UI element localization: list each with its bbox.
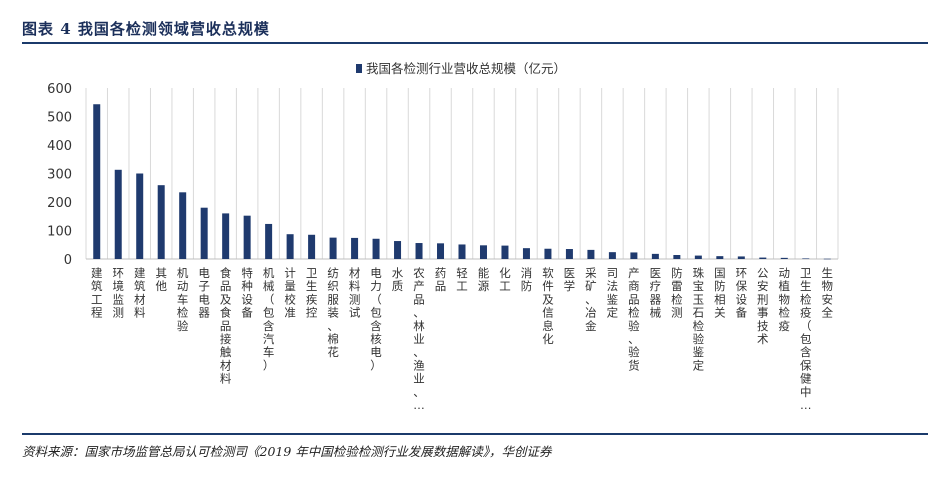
x-tick-label: 材料测试 [349,266,361,320]
x-tick-label: 卫生疾控 [306,266,318,320]
bar [630,252,638,259]
y-tick-label: 300 [47,168,72,183]
bar [587,249,595,259]
bar [136,173,144,259]
bar [694,255,702,259]
bar [716,256,724,259]
bar [114,169,122,259]
x-tick-label: 环境监测 [112,266,124,320]
x-tick-label: 动植物检疫 [779,266,791,333]
bar [372,238,380,259]
bar [608,252,616,259]
figure-title: 图表 4 我国各检测领域营收总规模 [22,20,270,38]
x-tick-label: 建筑工程 [91,266,103,320]
bar [222,213,230,259]
legend-label: 我国各检测行业营收总规模（亿元） [366,61,566,76]
x-tick-label: 采矿、冶金 [585,266,597,333]
y-tick-label: 200 [47,196,72,211]
y-tick-label: 0 [64,253,72,268]
x-tick-label: 机动车检验 [177,266,189,333]
x-tick-label: 机械（包含汽车） [263,266,275,372]
x-tick-label: 轻工 [456,266,468,293]
y-tick-label: 100 [47,225,72,240]
bar [351,237,359,259]
bar [265,223,273,259]
bar [308,234,316,259]
legend-swatch [356,64,362,73]
x-tick-label: 电力（包含核电） [370,266,382,372]
x-tick-label: 纺织服装、棉花 [327,266,339,359]
bar [394,241,402,259]
x-tick-label: 环保设备 [736,266,748,320]
x-tick-label: 生物安全 [822,266,834,320]
x-tick-label: 建筑材料 [134,266,146,320]
y-tick-label: 600 [47,82,72,97]
legend: 我国各检测行业营收总规模（亿元） [356,61,566,76]
x-tick-label: 食品及食品接触材料 [220,266,232,386]
bar [479,245,487,259]
bar [823,258,831,260]
axis-layer: 0 100 200 300 400 500 600 [47,82,838,268]
bar [673,255,681,259]
x-tick-label: 医学 [564,266,576,293]
x-tick-label: 国防相关 [714,266,726,320]
x-tick-label: 产商品检验、验货 [628,266,640,372]
x-tick-label: 计量校准 [284,266,296,320]
bar [286,234,294,259]
bar [179,192,187,259]
y-tick-label: 500 [47,111,72,126]
x-tick-label: 化工 [499,266,511,293]
x-tick-label: 珠宝玉石检验鉴定 [693,266,705,372]
bar [565,249,573,259]
bar [544,248,552,259]
x-tick-label: 特种设备 [241,266,253,320]
bar [243,215,251,259]
x-tick-label: 农产品、林业、渔业、… [413,266,425,412]
bar [651,253,659,259]
grid-layer [85,88,839,259]
x-tick-label: 软件及信息化 [542,266,554,346]
bar-layer [93,104,831,260]
x-tick-label: 水质 [392,266,404,293]
bar [501,245,509,259]
bottom-rule [22,433,928,435]
x-tick-label: 司法鉴定 [607,266,619,320]
x-tick-label: 医疗器械 [650,266,662,320]
bar [437,243,445,259]
bar [415,243,423,259]
x-tick-label: 卫生检疫（包含保健中… [800,266,812,412]
top-rule [22,42,928,44]
x-tick-label: 防雷检测 [671,266,683,320]
bar [522,248,530,259]
x-tick-label: 其他 [155,266,167,293]
bar [458,244,466,259]
x-tick-label: 药品 [435,266,447,293]
bar [157,185,165,259]
label-layer: 建筑工程环境监测建筑材料其他机动车检验电子电器食品及食品接触材料特种设备机械（包… [91,266,834,412]
bar [759,257,767,259]
bar [93,104,101,260]
y-tick-label: 400 [47,139,72,154]
bar [802,258,810,260]
bar [200,207,208,259]
x-tick-label: 能源 [478,266,490,293]
bar [737,256,745,259]
x-tick-label: 消防 [521,266,533,293]
source-note: 资料来源：国家市场监管总局认可检测司《2019 年中国检验检测行业发展数据解读》… [22,444,552,459]
x-tick-label: 电子电器 [198,266,210,320]
bar [329,237,337,259]
x-tick-label: 公安刑事技术 [757,266,769,346]
bar [780,257,788,259]
